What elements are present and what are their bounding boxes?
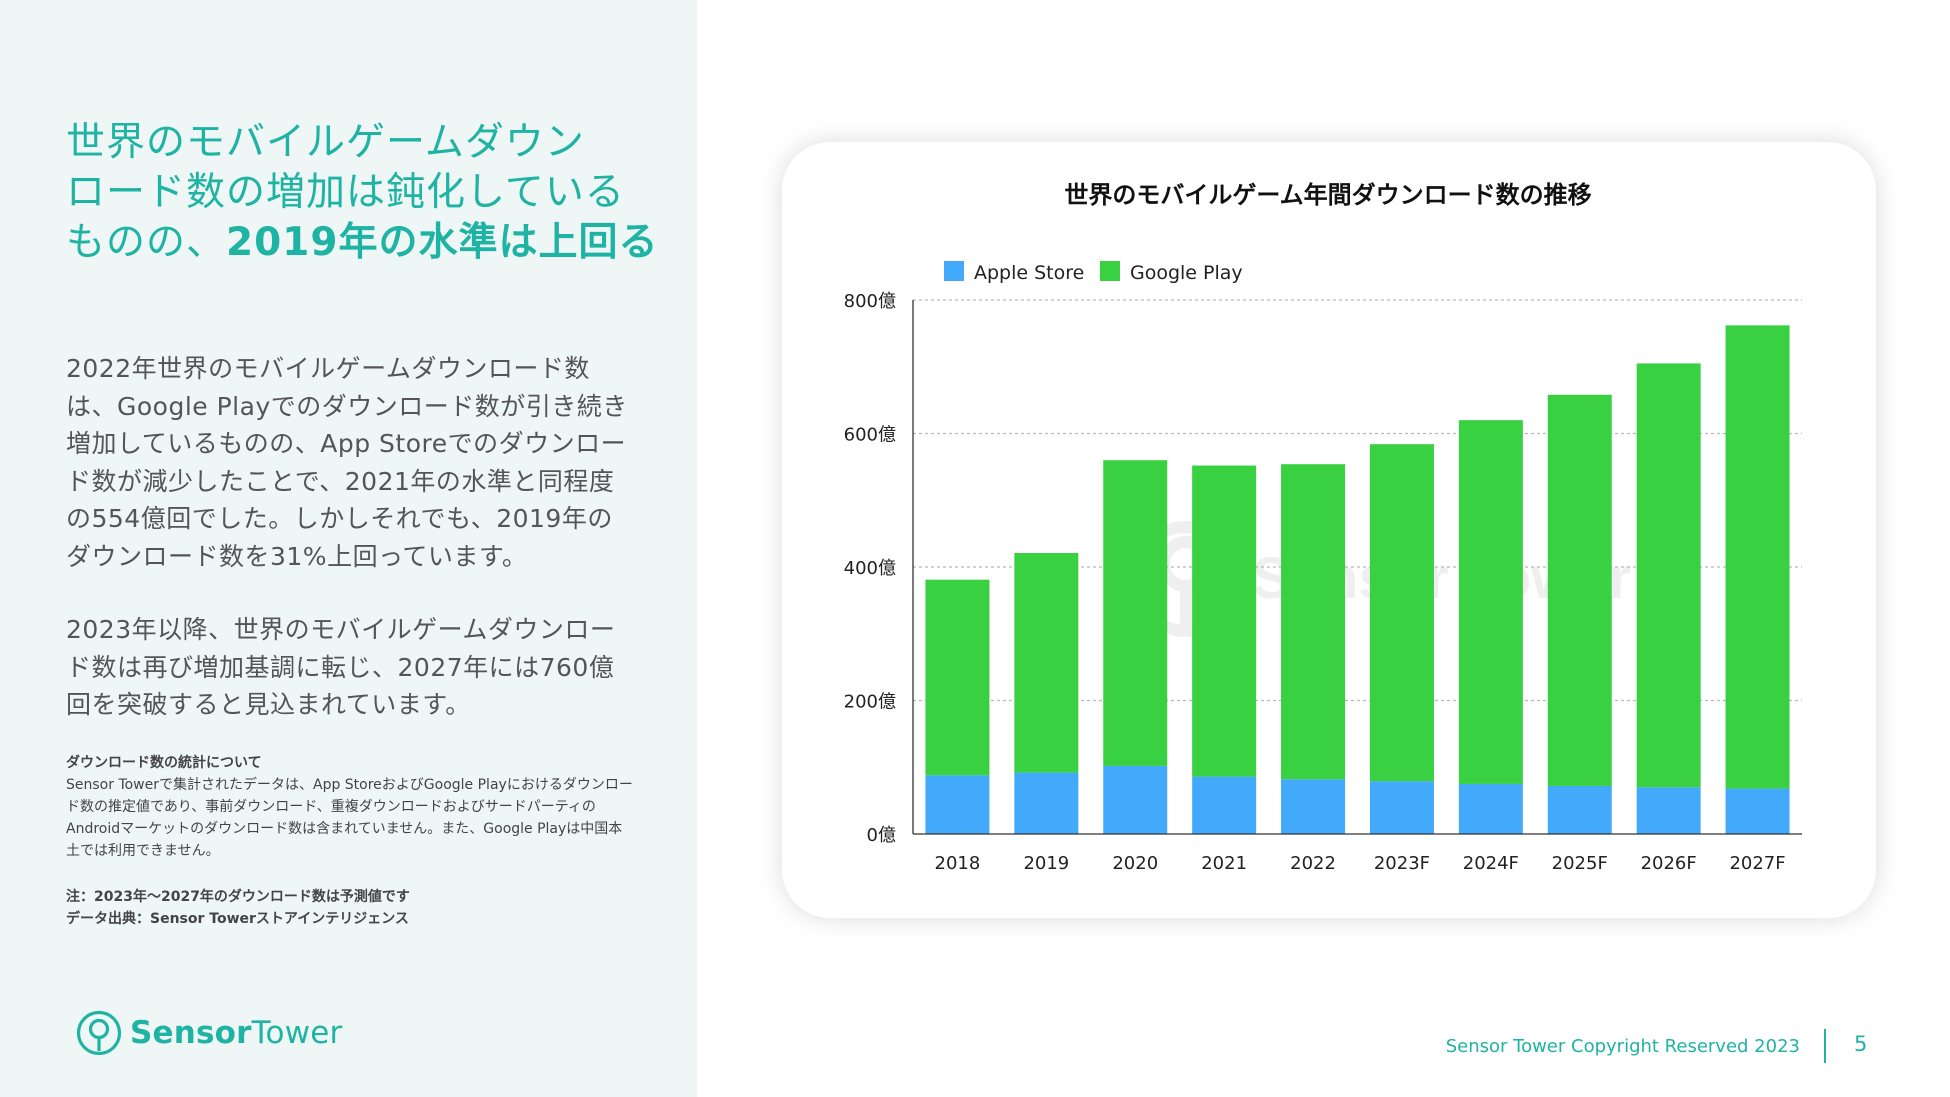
legend-swatch-google [1100, 261, 1120, 281]
x-tick-label: 2023F [1374, 853, 1430, 874]
y-tick-label: 0億 [867, 825, 896, 846]
axes: 0億 200億 400億 600億 800億 2018 2019 2020 2021 2022 20… [844, 291, 1802, 874]
bar-google-play [925, 579, 990, 776]
x-tick-label: 2019 [1023, 853, 1069, 874]
bar-google-play [1103, 460, 1168, 766]
headline-line-1: 世界のモバイルゲームダウン [66, 120, 585, 165]
x-tick-label: 2022 [1290, 853, 1336, 874]
bar-apple-store [925, 775, 990, 834]
bar-apple-store [1014, 772, 1079, 834]
headline-line-3-normal: ものの、 [66, 220, 227, 265]
bar-apple-store [1458, 783, 1523, 834]
x-tick-label: 2020 [1112, 853, 1158, 874]
company-logo: SensorTower [76, 1008, 342, 1058]
bar-apple-store [1192, 776, 1257, 834]
headline-line-3-bold: 2019年の水準は上回る [226, 220, 659, 265]
sensor-tower-logo-icon [76, 1010, 122, 1056]
chart-title: 世界のモバイルゲーム年間ダウンロード数の推移 [1064, 181, 1591, 209]
notes-title: ダウンロード数の統計について [66, 755, 262, 771]
headline-line-2: ロード数の増加は鈍化している [66, 170, 625, 215]
bar-google-play [1636, 363, 1701, 788]
bar-google-play [1458, 420, 1523, 784]
headline: 世界のモバイルゲームダウン ロード数の増加は鈍化している ものの、2019年の水… [66, 118, 666, 268]
legend-swatch-apple [944, 261, 964, 281]
methodology-notes: ダウンロード数の統計について Sensor Towerで集計されたデータは、Ap… [66, 752, 636, 862]
logo-word-tower: Tower [251, 1015, 343, 1051]
bar-apple-store [1636, 787, 1701, 834]
legend-label-apple: Apple Store [974, 262, 1084, 284]
footnotes: 注：2023年～2027年のダウンロード数は予測値です データ出典：Sensor… [66, 886, 410, 930]
bar-apple-store [1281, 779, 1346, 834]
footer-divider [1824, 1029, 1826, 1063]
x-tick-label: 2018 [935, 853, 981, 874]
y-tick-label: 400億 [844, 558, 896, 579]
x-tick-label: 2024F [1463, 853, 1519, 874]
chart-card: Sensor Tower 世界のモバイルゲーム年間ダウンロード数の推移 Appl… [782, 142, 1876, 918]
legend: Apple Store Google Play [944, 261, 1243, 284]
bar-google-play [1725, 325, 1790, 789]
notes-body: Sensor Towerで集計されたデータは、App StoreおよびGoogl… [66, 777, 633, 859]
forecast-note: 注：2023年～2027年のダウンロード数は予測値です [66, 889, 410, 905]
left-panel [0, 0, 697, 1097]
y-tick-label: 200億 [844, 692, 896, 713]
body-paragraph-1: 2022年世界のモバイルゲームダウンロード数は、Google Playでのダウン… [66, 354, 628, 571]
x-tick-label: 2021 [1201, 853, 1247, 874]
legend-label-google: Google Play [1130, 262, 1243, 284]
x-tick-label: 2025F [1552, 853, 1608, 874]
bar-google-play [1547, 394, 1612, 786]
logo-word-sensor: Sensor [130, 1015, 252, 1051]
bars [925, 325, 1790, 834]
y-tick-label: 600億 [844, 425, 896, 446]
bar-google-play [1369, 444, 1434, 782]
bar-google-play [1281, 464, 1346, 780]
x-tick-label: 2026F [1641, 853, 1697, 874]
bar-google-play [1192, 465, 1257, 777]
data-source: データ出典：Sensor Towerストアインテリジェンス [66, 911, 409, 927]
page-number: 5 [1854, 1032, 1868, 1056]
bar-apple-store [1547, 785, 1612, 834]
logo-wordmark: SensorTower [130, 1015, 342, 1051]
x-tick-label: 2027F [1729, 853, 1785, 874]
bar-apple-store [1103, 765, 1168, 834]
headline-line-3: ものの、2019年の水準は上回る [66, 218, 666, 268]
footer-copyright: Sensor Tower Copyright Reserved 2023 [1445, 1036, 1800, 1057]
bar-apple-store [1369, 781, 1434, 834]
y-tick-label: 800億 [844, 291, 896, 312]
bar-apple-store [1725, 788, 1790, 834]
body-paragraph-2: 2023年以降、世界のモバイルゲームダウンロード数は再び増加基調に転じ、2027… [66, 615, 616, 719]
chart-svg: Sensor Tower 世界のモバイルゲーム年間ダウンロード数の推移 Appl… [844, 181, 1802, 874]
bar-google-play [1014, 552, 1079, 773]
